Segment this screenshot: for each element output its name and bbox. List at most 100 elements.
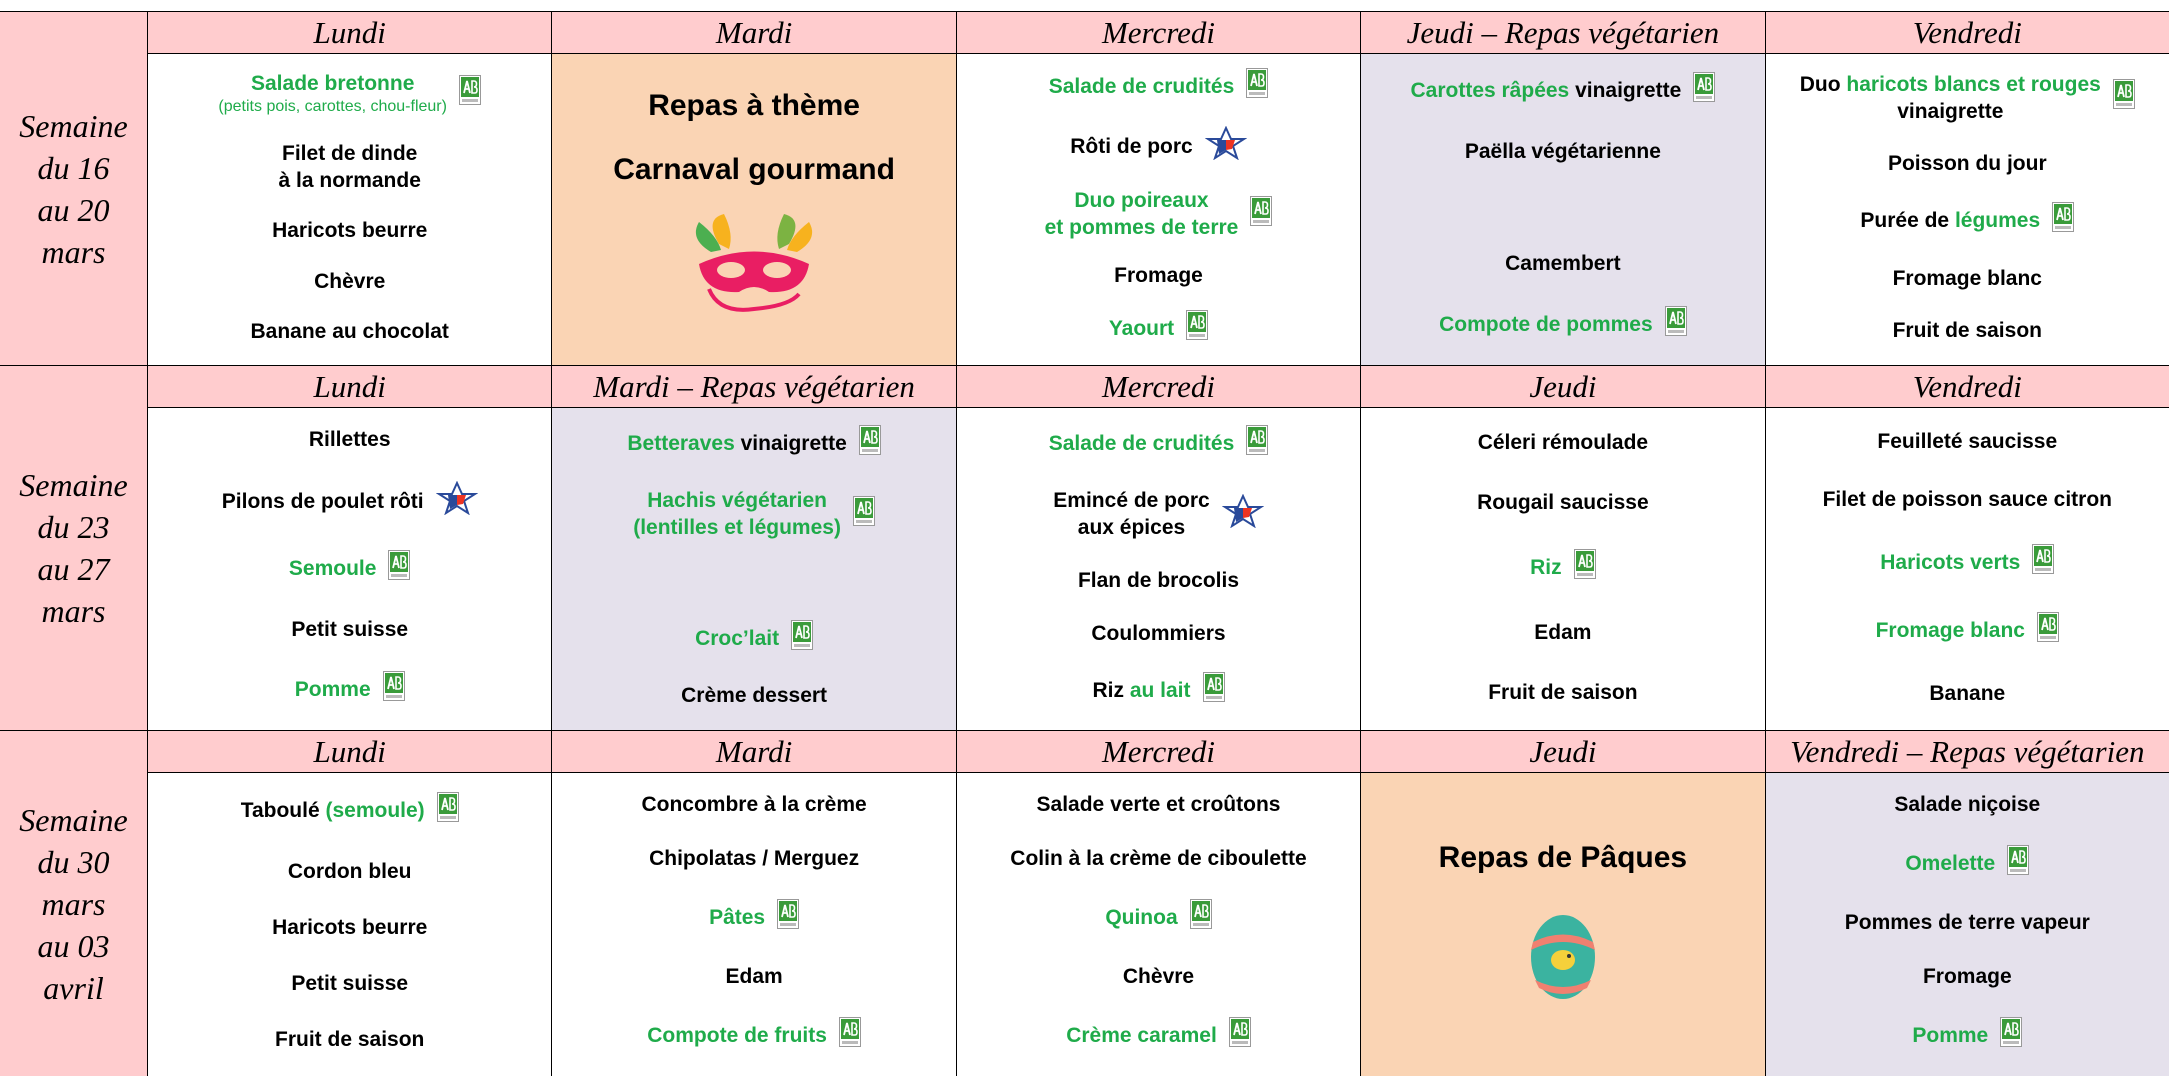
dish: Banane au chocolat xyxy=(251,318,449,345)
icon-shape xyxy=(2052,202,2075,233)
icon-shape xyxy=(447,495,457,510)
icon-shape xyxy=(2035,567,2052,571)
dish: Coulommiers xyxy=(1091,620,1225,647)
icon-shape xyxy=(386,676,395,690)
week-label-line: Semaine xyxy=(19,467,128,503)
dish-text: Feuilleté saucisse xyxy=(1877,428,2057,455)
dish-text: Fromage xyxy=(1923,963,2012,990)
day-menu: Rillettes Pilons de poulet rôti Semoule Pet… xyxy=(148,408,552,730)
icon-shape xyxy=(471,79,478,94)
dish-part: Camembert xyxy=(1505,251,1621,275)
icon-shape xyxy=(385,694,402,698)
dish-part: Fruit de saison xyxy=(275,1028,425,1052)
origin-badge xyxy=(435,480,479,522)
icon-shape xyxy=(2036,549,2045,562)
icon-shape xyxy=(1242,507,1252,518)
icon-shape xyxy=(2056,208,2065,221)
icon-shape xyxy=(1695,74,1714,95)
day-header: Jeudi – Repas végétarien xyxy=(1361,12,1765,53)
dish-part: Compote de fruits xyxy=(647,1024,827,1048)
dish-text: Pilons de poulet rôti xyxy=(222,488,424,515)
theme-title: Repas à thème xyxy=(648,89,860,122)
organic-badge xyxy=(388,550,411,587)
day-header: Mercredi xyxy=(956,366,1361,407)
dish: Filet de poisson sauce citron xyxy=(1823,486,2112,513)
icon-shape xyxy=(857,501,865,515)
dish-part: Crème dessert xyxy=(681,684,828,708)
dish-part: Pâtes xyxy=(709,905,766,929)
icon-shape xyxy=(2055,226,2072,230)
icon-shape xyxy=(1550,950,1575,970)
dish-part: Concombre à la crème xyxy=(641,792,867,816)
dish-part: Rillettes xyxy=(308,428,391,452)
dish-part: Colin à la crème de ciboulette xyxy=(1010,846,1307,870)
icon-shape xyxy=(1693,72,1716,103)
dish: Haricots beurre xyxy=(272,914,427,941)
icon-shape xyxy=(1225,139,1235,150)
icon-shape xyxy=(2009,846,2028,867)
dish-part: Fromage xyxy=(1114,264,1203,288)
day-header: Mardi xyxy=(552,12,956,53)
icon-shape xyxy=(2011,850,2020,863)
week-label-line: du 23 xyxy=(37,509,110,545)
dish: Paëlla végétarienne xyxy=(1465,138,1661,165)
dish-part: Duo xyxy=(1799,72,1847,96)
icon-shape xyxy=(382,670,405,701)
icon-shape xyxy=(458,74,481,105)
icon-shape xyxy=(1250,74,1259,87)
organic-badge xyxy=(1246,68,1269,105)
dish-part: Feuilleté saucisse xyxy=(1877,429,2058,453)
dish-text: Riz xyxy=(1530,554,1562,581)
dish-text: Céleri rémoulade xyxy=(1478,429,1648,456)
theme-title: Repas de Pâques xyxy=(1438,841,1688,874)
week-label: Semaine du 16 au 20 mars xyxy=(0,12,147,365)
dish: Rillettes xyxy=(309,426,391,453)
icon-shape xyxy=(2125,84,2132,98)
week-label-line: Semaine xyxy=(19,801,128,838)
day-menu: Salade verte et croûtons Colin à la crème… xyxy=(956,773,1361,1076)
day-menu: Taboulé (semoule) Cordon bleu Haricots beu… xyxy=(148,773,552,1076)
week-label-line: mars xyxy=(41,885,106,922)
dish: Cordon bleu xyxy=(288,858,412,885)
dish-text: Edam xyxy=(726,963,783,990)
icon-shape xyxy=(1249,92,1266,96)
dish-text: Camembert xyxy=(1505,250,1621,277)
dish: Flan de brocolis xyxy=(1078,567,1239,594)
week-label-line: mars xyxy=(41,233,106,270)
organic-badge xyxy=(2112,79,2135,116)
icon-shape xyxy=(390,552,409,573)
day-menu: Salade niçoise Omelette Pommes de terre va… xyxy=(1765,773,2169,1076)
dish-part: Cordon bleu xyxy=(287,859,412,883)
icon-shape xyxy=(777,898,800,929)
dish-text: Omelette xyxy=(1905,850,1995,877)
dish-part: Quinoa xyxy=(1105,905,1178,929)
dish-part: Purée de xyxy=(1860,209,1955,233)
icon-shape xyxy=(1258,73,1266,88)
dish-part: légumes xyxy=(1954,209,2041,233)
icon-shape xyxy=(1232,1023,1241,1036)
icon-shape xyxy=(440,797,449,810)
dish-part: Edam xyxy=(725,965,783,989)
icon-shape xyxy=(2039,635,2056,639)
organic-badge xyxy=(791,619,814,657)
week-label-line: du 30 xyxy=(37,843,110,880)
icon-shape xyxy=(855,519,872,523)
dish-part: Yaourt xyxy=(1108,316,1175,340)
icon-shape xyxy=(1668,311,1677,324)
dish-part: vinaigrette xyxy=(734,431,847,455)
dish-part: Chèvre xyxy=(314,269,386,293)
dish-part: Crème caramel xyxy=(1066,1024,1217,1048)
icon-shape xyxy=(1705,77,1713,92)
dish-text: Yaourt xyxy=(1109,315,1174,342)
dish-text: Pomme xyxy=(1912,1022,1988,1049)
dish-part: Fromage xyxy=(1922,965,2012,989)
dish: Compote de fruits xyxy=(647,1017,861,1054)
day-header: Lundi xyxy=(148,731,552,772)
dish-part: Pilons de poulet rôti xyxy=(221,490,424,514)
icon-shape xyxy=(448,796,456,811)
dish-part: Taboulé xyxy=(240,798,326,822)
dish-text: Flan de brocolis xyxy=(1078,567,1239,594)
icon-shape xyxy=(763,262,792,278)
organic-badge xyxy=(1246,424,1269,462)
week-label-line: au 27 xyxy=(37,551,110,587)
